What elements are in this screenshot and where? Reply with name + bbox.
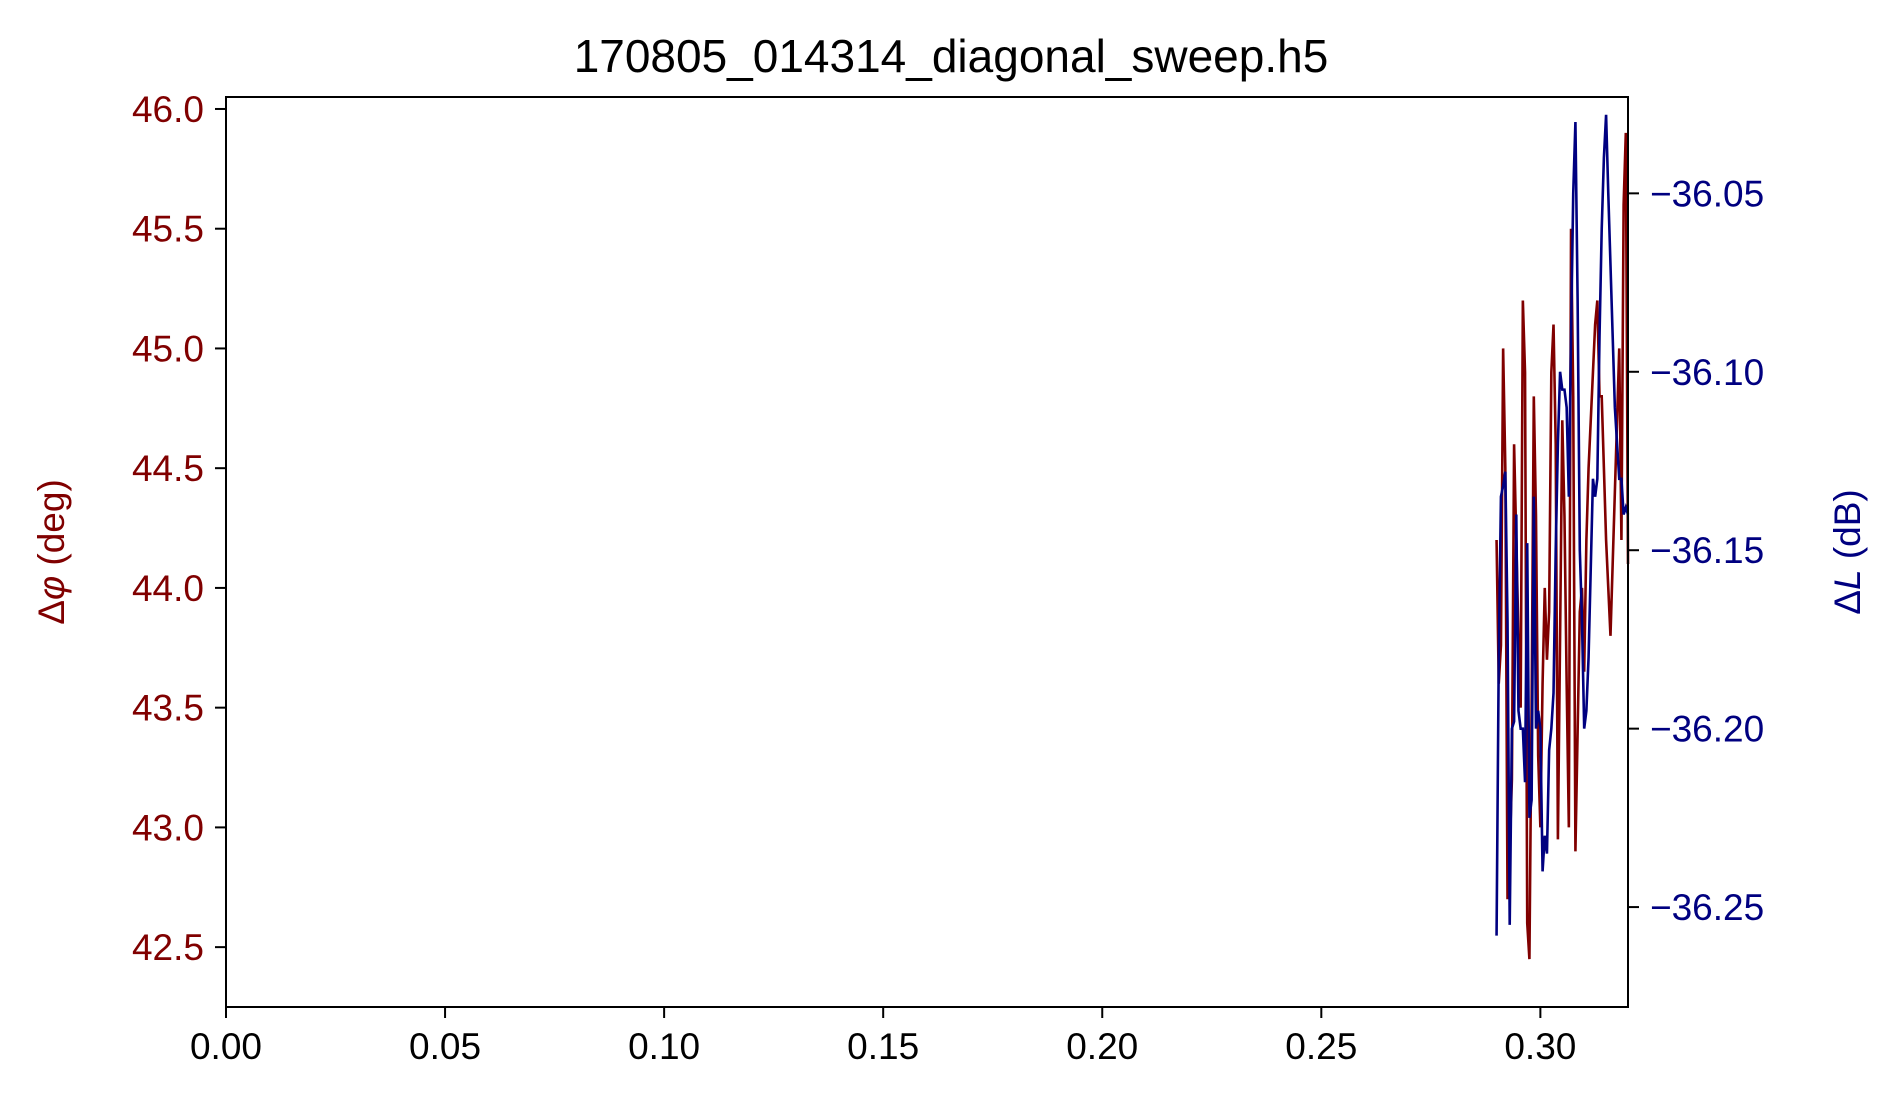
x-tick-label: 0.10 xyxy=(628,1026,700,1067)
y-axis-left-label-prefix: Δ xyxy=(31,600,72,625)
y-right-tick-label: −36.05 xyxy=(1650,173,1764,214)
y-axis-right-label-unit: (dB) xyxy=(1827,489,1868,569)
y-right-tick-label: −36.10 xyxy=(1650,352,1764,393)
y-axis-right-label-symbol: L xyxy=(1827,569,1868,590)
y-left-tick-label: 45.0 xyxy=(132,328,204,369)
x-tick-label: 0.00 xyxy=(190,1026,262,1067)
y-left-tick-label: 43.5 xyxy=(132,688,204,729)
y-left-tick-label: 44.0 xyxy=(132,568,204,609)
x-tick-label: 0.30 xyxy=(1504,1026,1576,1067)
x-axis: 0.00 0.05 0.10 0.15 0.20 0.25 0.30 xyxy=(190,1007,1576,1067)
x-tick-label: 0.25 xyxy=(1285,1026,1357,1067)
y-left-tick-label: 45.5 xyxy=(132,209,204,250)
y-right-tick-label: −36.15 xyxy=(1650,530,1764,571)
plot-frame xyxy=(225,96,1629,1008)
y-axis-left-label-symbol: φ xyxy=(31,576,72,600)
y-axis-right: −36.25 −36.20 −36.15 −36.10 −36.05 xyxy=(1628,173,1764,928)
y-axis-left-label-unit: (deg) xyxy=(31,479,72,576)
y-left-tick-label: 42.5 xyxy=(132,927,204,968)
x-tick-label: 0.20 xyxy=(1066,1026,1138,1067)
x-tick-label: 0.15 xyxy=(847,1026,919,1067)
y-axis-left-label: Δφ (deg) xyxy=(31,479,72,625)
y-right-tick-label: −36.20 xyxy=(1650,709,1764,750)
y-axis-left: 42.5 43.0 43.5 44.0 44.5 45.0 45.5 46.0 xyxy=(132,89,226,968)
y-left-tick-label: 44.5 xyxy=(132,448,204,489)
y-left-tick-label: 43.0 xyxy=(132,807,204,848)
series-layer xyxy=(1495,114,1630,960)
series-line-delta-l xyxy=(1495,114,1630,936)
y-axis-right-label-prefix: Δ xyxy=(1827,590,1868,615)
chart-title: 170805_014314_diagonal_sweep.h5 xyxy=(574,30,1329,82)
x-tick-label: 0.05 xyxy=(409,1026,481,1067)
y-right-tick-label: −36.25 xyxy=(1650,887,1764,928)
y-axis-right-label: ΔL (dB) xyxy=(1827,489,1868,614)
y-left-tick-label: 46.0 xyxy=(132,89,204,130)
